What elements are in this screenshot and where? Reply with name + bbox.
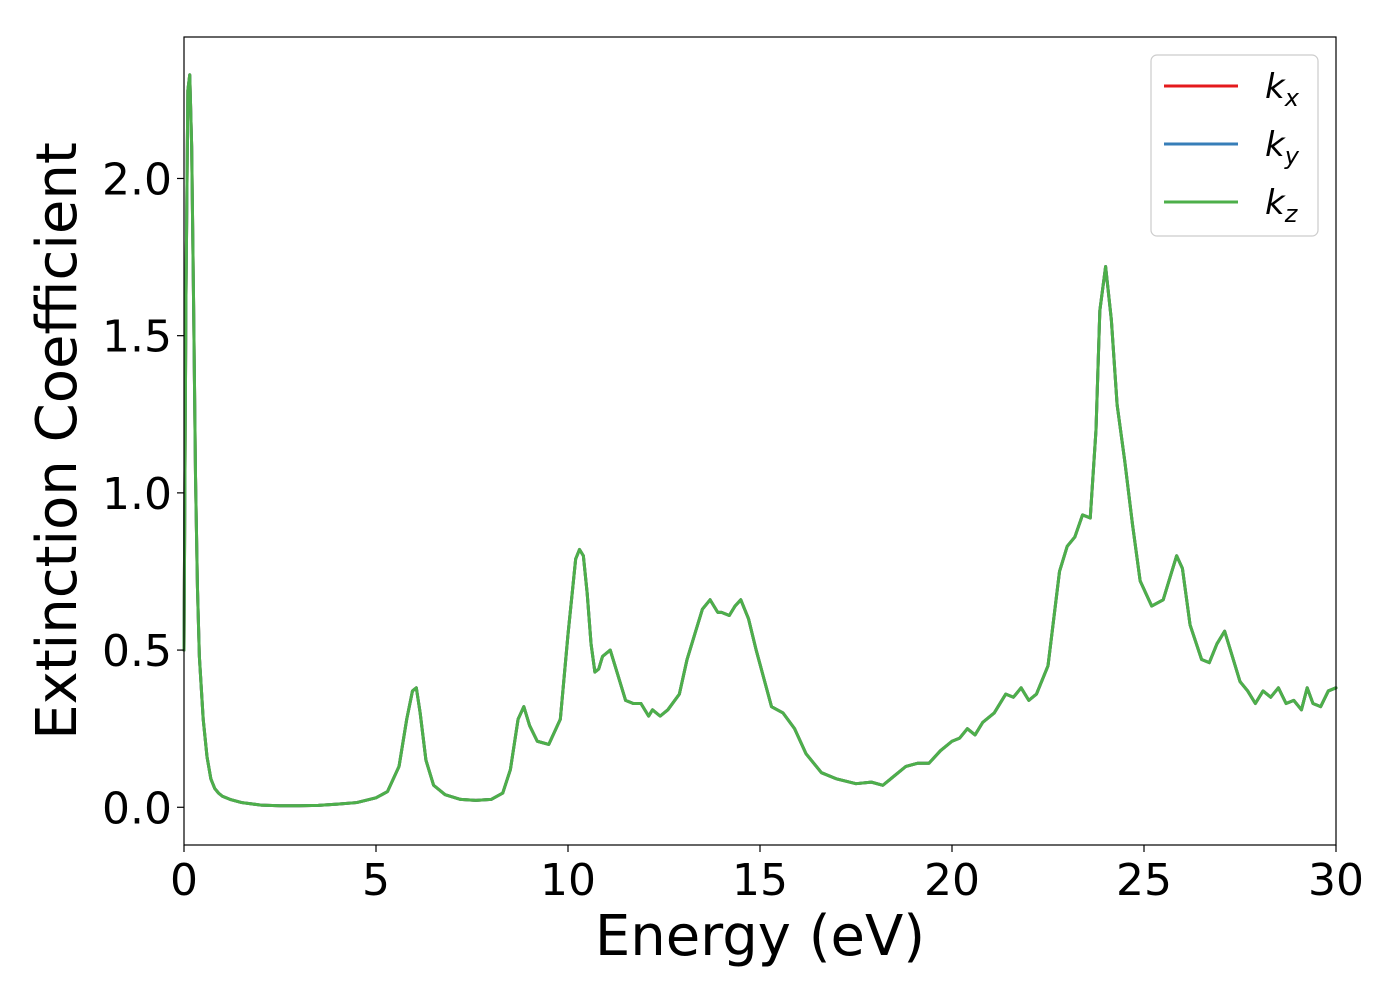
series-layer (182, 73, 1338, 808)
x-axis-ticks: 0 5 10 15 20 25 30 (170, 845, 1364, 906)
x-tick-label: 30 (1308, 855, 1364, 906)
y-axis-ticks: 0.0 0.5 1.0 1.5 2.0 (102, 154, 184, 834)
x-axis-label: Energy (eV) (595, 904, 925, 969)
y-axis-label: Extinction Coefficient (25, 142, 90, 740)
legend: kx ky kz (1150, 54, 1319, 237)
plot-background (184, 37, 1336, 845)
series-line-k_z (182, 73, 1338, 808)
x-tick-label: 25 (1116, 855, 1172, 906)
x-tick-label: 20 (924, 855, 980, 906)
x-tick-label: 10 (540, 855, 596, 906)
legend-label-k_x: kx (1265, 67, 1300, 112)
x-tick-label: 5 (362, 855, 390, 906)
x-tick-label: 15 (732, 855, 788, 906)
y-tick-label: 1.5 (102, 312, 172, 363)
y-tick-label: 1.0 (102, 469, 172, 520)
legend-label-k_y: ky (1265, 125, 1300, 170)
y-tick-label: 0.0 (102, 783, 172, 834)
x-tick-label: 0 (170, 855, 198, 906)
y-tick-label: 0.5 (102, 626, 172, 677)
y-tick-label: 2.0 (102, 154, 172, 205)
legend-label-k_z: kz (1265, 183, 1299, 228)
